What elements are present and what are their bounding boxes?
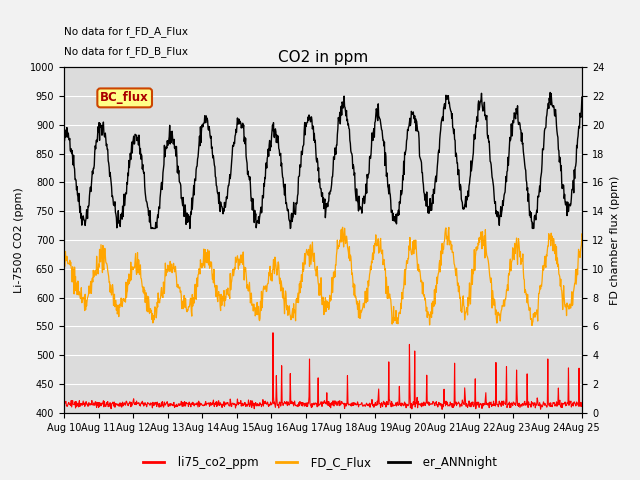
Y-axis label: FD chamber flux (ppm): FD chamber flux (ppm) <box>610 175 620 305</box>
Text: No data for f_FD_B_Flux: No data for f_FD_B_Flux <box>64 47 188 58</box>
Y-axis label: Li-7500 CO2 (ppm): Li-7500 CO2 (ppm) <box>14 187 24 293</box>
Title: CO2 in ppm: CO2 in ppm <box>278 49 369 65</box>
Legend:  li75_co2_ppm,  FD_C_Flux,  er_ANNnight: li75_co2_ppm, FD_C_Flux, er_ANNnight <box>138 452 502 474</box>
Text: No data for f_FD_A_Flux: No data for f_FD_A_Flux <box>64 26 188 36</box>
Text: BC_flux: BC_flux <box>100 91 149 104</box>
